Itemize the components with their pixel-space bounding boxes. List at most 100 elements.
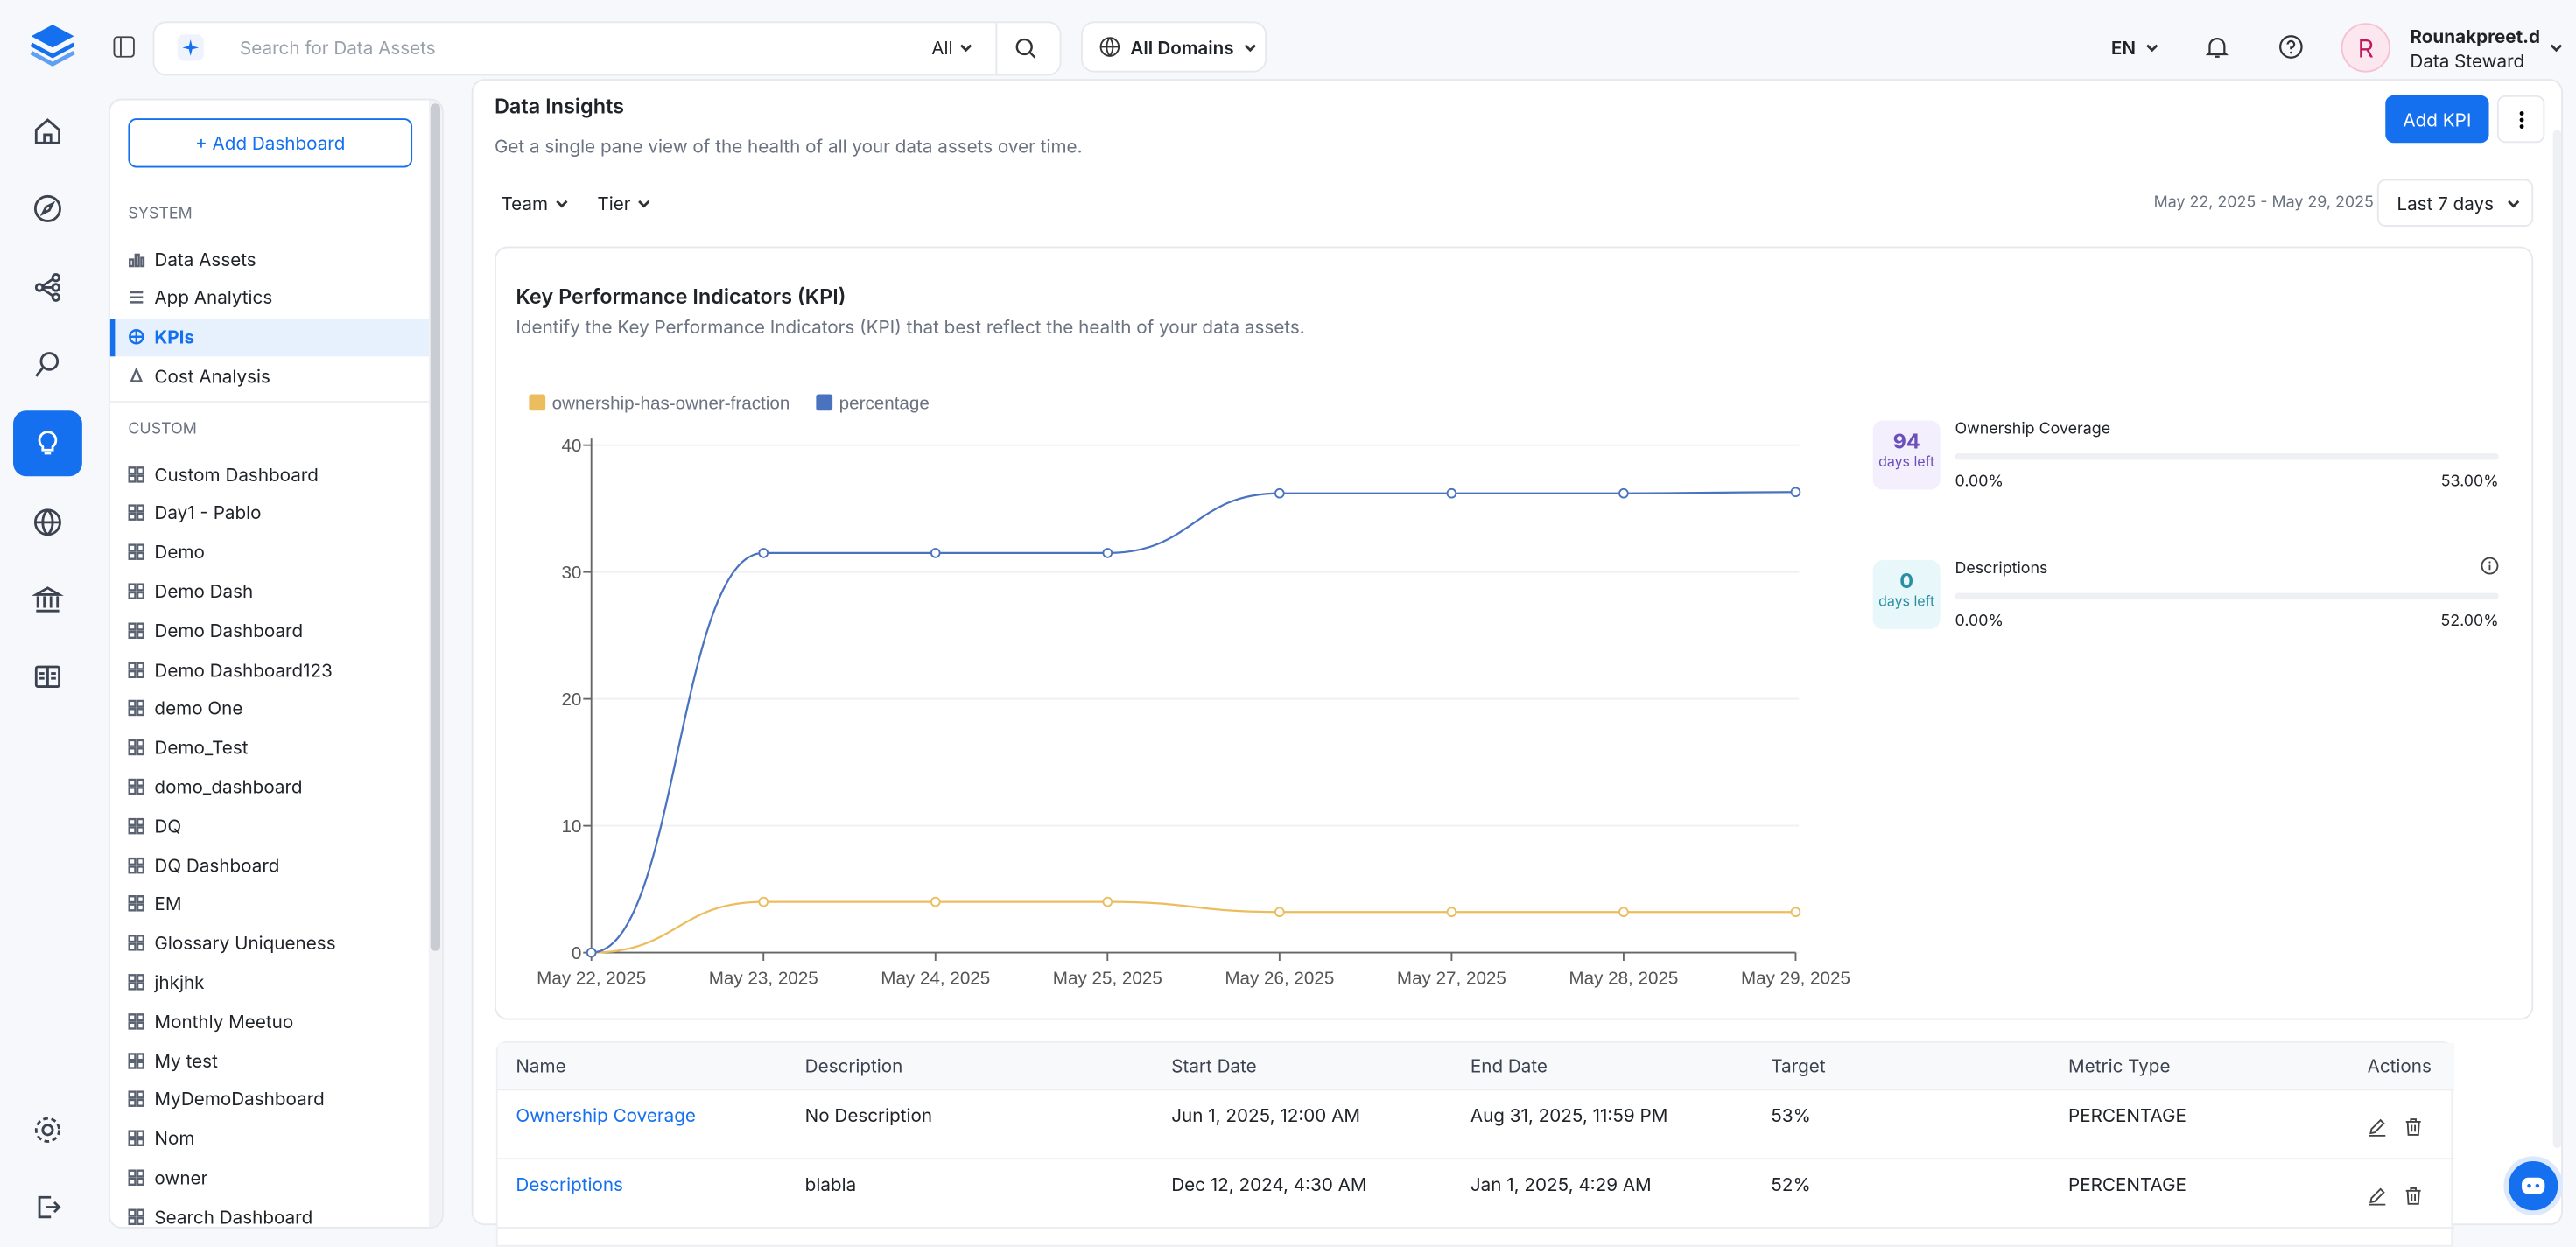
delete-button[interactable] [2404, 1117, 2424, 1137]
column-header: Actions [2368, 1054, 2454, 1077]
sidebar-toggle[interactable] [114, 36, 135, 57]
y-tick-label: 20 [561, 690, 581, 710]
range-select-label: Last 7 days [2397, 192, 2494, 214]
search-filter[interactable]: All [931, 36, 972, 59]
nav-insights[interactable] [13, 410, 82, 476]
custom-item[interactable]: My test [110, 1041, 429, 1079]
edit-button[interactable] [2368, 1117, 2388, 1137]
nav-governance[interactable] [13, 567, 82, 633]
search-icon[interactable] [1015, 38, 1036, 59]
custom-item[interactable]: Glossary Uniqueness [110, 924, 429, 962]
nav-domains[interactable] [13, 489, 82, 555]
kpi-target: 52.00% [2440, 613, 2498, 631]
custom-item-label: demo One [154, 697, 242, 719]
custom-item[interactable]: DQ [110, 807, 429, 844]
data-point [1619, 907, 1628, 916]
nav-lineage[interactable] [13, 255, 82, 320]
custom-item[interactable]: Demo Dashboard [110, 612, 429, 649]
chart-subtitle: Identify the Key Performance Indicators … [516, 315, 1304, 338]
days-left-label: days left [1873, 455, 1941, 472]
data-point [1103, 898, 1112, 907]
custom-item[interactable]: jhkjhk [110, 963, 429, 1001]
custom-item[interactable]: DQ Dashboard [110, 846, 429, 884]
custom-item[interactable]: Search Dashboard [110, 1198, 429, 1229]
data-point [1448, 489, 1456, 498]
custom-item[interactable]: Monthly Meetuo [110, 1002, 429, 1040]
custom-item[interactable]: Demo Dashboard123 [110, 650, 429, 688]
domain-select[interactable]: All Domains [1081, 21, 1267, 72]
range-select[interactable]: Last 7 days [2377, 179, 2533, 227]
search-box[interactable]: Search for Data Assets All [153, 21, 1062, 75]
data-point [1792, 907, 1800, 916]
language-label: EN [2111, 36, 2136, 59]
custom-item[interactable]: owner [110, 1159, 429, 1196]
system-item[interactable]: KPIs [110, 318, 429, 355]
kpi-link[interactable]: Descriptions [516, 1173, 804, 1195]
nav-glossary[interactable] [13, 644, 82, 710]
custom-item-label: DQ Dashboard [154, 853, 279, 876]
table-cell: blabla [805, 1173, 1172, 1195]
more-button[interactable] [2497, 95, 2544, 143]
custom-item[interactable]: demo One [110, 690, 429, 727]
user-menu[interactable] [2550, 41, 2563, 54]
date-range: May 22, 2025 - May 29, 2025 [2154, 193, 2374, 212]
custom-item[interactable]: EM [110, 885, 429, 922]
custom-item-label: DQ [154, 814, 181, 837]
custom-item[interactable]: Nom [110, 1119, 429, 1157]
info-icon[interactable] [2481, 557, 2499, 575]
nav-home[interactable] [13, 99, 82, 165]
column-header: Metric Type [2068, 1054, 2368, 1077]
system-item[interactable]: Cost Analysis [110, 357, 429, 395]
notifications[interactable] [2205, 34, 2229, 59]
series-line [592, 902, 1796, 953]
page-title: Data Insights [495, 95, 624, 120]
custom-item[interactable]: Demo [110, 533, 429, 571]
y-tick-label: 40 [561, 436, 581, 456]
dashboard-sidebar: + Add Dashboard SYSTEM CUSTOM Data Asset… [109, 99, 444, 1229]
ai-icon [178, 34, 204, 60]
custom-item-label: MyDemoDashboard [154, 1088, 324, 1110]
system-item[interactable]: Data Assets [110, 240, 429, 277]
custom-item[interactable]: domo_dashboard [110, 767, 429, 805]
system-item[interactable]: App Analytics [110, 279, 429, 317]
delete-button[interactable] [2404, 1186, 2424, 1206]
logo[interactable] [26, 20, 79, 73]
filter-dropdown[interactable]: Tier [597, 193, 650, 215]
nav-observability[interactable] [13, 332, 82, 397]
x-tick-label: May 22, 2025 [537, 968, 646, 988]
chat-bot[interactable] [2503, 1156, 2563, 1215]
language-select[interactable]: EN [2111, 36, 2158, 59]
help[interactable] [2278, 34, 2303, 59]
custom-item[interactable]: Custom Dashboard [110, 455, 429, 493]
custom-item-label: My test [154, 1048, 217, 1071]
edit-button[interactable] [2368, 1186, 2388, 1206]
user-role: Data Steward [2410, 49, 2524, 72]
table-cell: PERCENTAGE [2068, 1173, 2368, 1195]
nav-explore[interactable] [13, 176, 82, 242]
avatar[interactable]: R [2341, 23, 2390, 72]
data-point [931, 898, 940, 907]
add-dashboard-button[interactable]: + Add Dashboard [128, 118, 412, 167]
nav-logout[interactable] [13, 1174, 82, 1240]
custom-item[interactable]: MyDemoDashboard [110, 1081, 429, 1118]
custom-item-label: Demo [154, 541, 204, 564]
kpi-link[interactable]: Ownership Coverage [516, 1103, 804, 1126]
kpi-progress-list: 94days leftOwnership Coverage0.00%53.00%… [1871, 417, 2501, 713]
custom-item-label: owner [154, 1166, 207, 1188]
custom-item-label: Demo Dash [154, 579, 253, 602]
scrollbar[interactable] [431, 103, 440, 950]
custom-item[interactable]: Day1 - Pablo [110, 494, 429, 532]
custom-item[interactable]: Demo_Test [110, 729, 429, 767]
add-kpi-button[interactable]: Add KPI [2385, 95, 2488, 143]
system-item-label: Data Assets [154, 247, 256, 270]
data-point [1275, 489, 1284, 498]
nav-rail [0, 0, 95, 1247]
custom-item-label: Search Dashboard [154, 1205, 312, 1228]
filter-dropdown[interactable]: Team [501, 193, 567, 215]
custom-item-label: domo_dashboard [154, 775, 302, 798]
custom-item[interactable]: Demo Dash [110, 572, 429, 610]
column-header: Name [516, 1054, 804, 1077]
table-cell: PERCENTAGE [2068, 1103, 2368, 1126]
nav-settings[interactable] [13, 1097, 82, 1163]
